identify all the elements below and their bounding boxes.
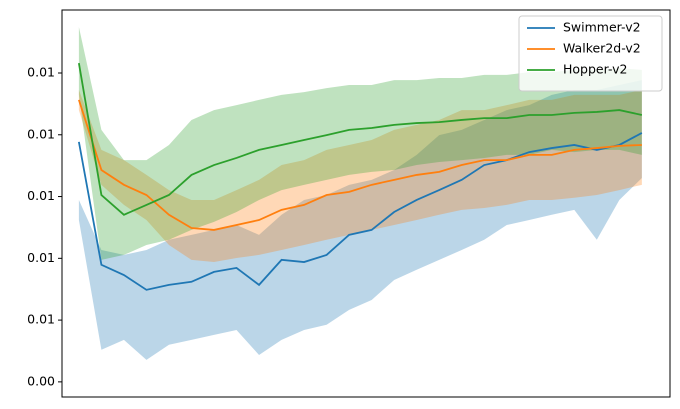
confidence-band [78, 89, 642, 263]
confidence-band [78, 80, 642, 360]
legend: Swimmer-v2 Walker2d-v2 Hopper-v2 [518, 15, 663, 92]
legend-label: Swimmer-v2 [563, 20, 641, 35]
legend-label: Hopper-v2 [563, 62, 627, 77]
confidence-band [78, 26, 642, 260]
y-tick-label: 0.00 [27, 373, 55, 388]
series-line [78, 132, 643, 291]
y-tick-label: 0.01 [27, 188, 55, 203]
y-tick-label: 0.01 [27, 126, 55, 141]
series-line [78, 62, 643, 216]
y-tick-label: 0.01 [27, 312, 55, 327]
y-tick-label: 0.01 [27, 250, 55, 265]
plot-area [78, 26, 643, 360]
y-tick-label: 0.01 [27, 65, 55, 80]
legend-label: Walker2d-v2 [563, 41, 641, 56]
axes-frame [61, 9, 671, 398]
legend-box [518, 15, 663, 92]
series-line [78, 99, 642, 231]
